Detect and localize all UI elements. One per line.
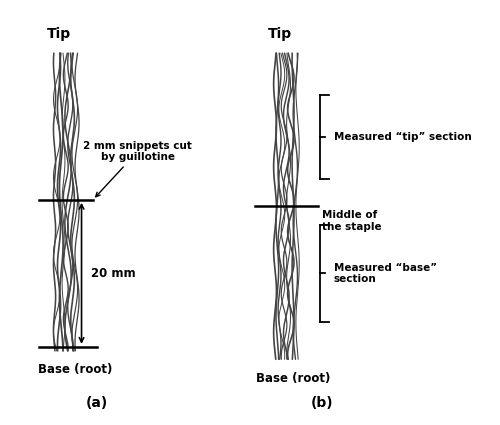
Text: 2 mm snippets cut
by guillotine: 2 mm snippets cut by guillotine [84,141,192,197]
Text: Base (root): Base (root) [38,363,112,377]
Text: Tip: Tip [47,26,71,40]
Text: Measured “tip” section: Measured “tip” section [334,132,471,142]
Text: 20 mm: 20 mm [90,267,135,280]
Text: (a): (a) [86,396,108,410]
Text: Base (root): Base (root) [256,372,330,385]
Text: Middle of
the staple: Middle of the staple [322,210,382,232]
Text: Tip: Tip [268,26,291,40]
Text: Measured “base”
section: Measured “base” section [334,263,436,284]
Text: (b): (b) [311,396,334,410]
